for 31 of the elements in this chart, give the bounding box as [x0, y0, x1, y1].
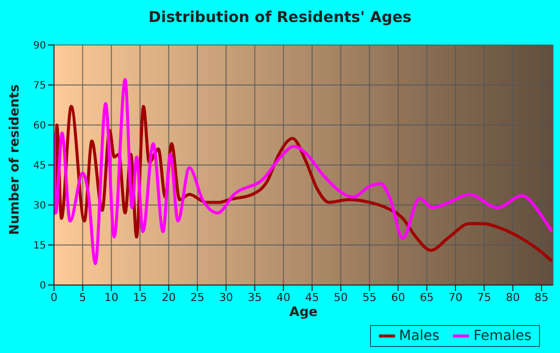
y-axis-title: Number of residents	[8, 84, 23, 235]
y-tick-label: 75	[33, 80, 46, 92]
y-tick-label: 15	[33, 240, 46, 252]
x-tick-label: 75	[477, 290, 492, 304]
x-tick-label: 85	[534, 290, 549, 304]
x-tick-label: 80	[506, 290, 520, 304]
x-tick-label: 70	[448, 290, 462, 304]
legend-label: Females	[472, 328, 532, 344]
y-tick-label: 60	[33, 120, 46, 132]
x-tick-label: 5	[79, 290, 86, 304]
chart-title: Distribution of Residents' Ages	[148, 8, 412, 26]
y-tick-label: 45	[33, 160, 46, 172]
x-tick-label: 50	[334, 290, 348, 304]
x-tick-label: 65	[420, 290, 434, 304]
y-tick-label: 0	[40, 280, 46, 292]
x-tick-label: 55	[362, 290, 376, 304]
y-tick-label: 30	[33, 200, 46, 212]
legend-label: Males	[398, 328, 440, 344]
x-tick-label: 15	[133, 290, 148, 304]
x-tick-label: 0	[50, 290, 58, 304]
x-tick-label: 35	[248, 290, 262, 304]
x-axis-title: Age	[289, 305, 318, 320]
x-tick-label: 30	[219, 290, 234, 304]
x-tick-label: 10	[104, 290, 118, 304]
x-tick-label: 60	[391, 290, 406, 304]
y-tick-label: 90	[33, 40, 46, 52]
line-series	[54, 78, 553, 266]
x-tick-label: 25	[190, 290, 204, 304]
x-tick-label: 40	[276, 290, 290, 304]
x-tick-label: 45	[305, 290, 320, 304]
x-tick-label: 20	[162, 290, 176, 304]
